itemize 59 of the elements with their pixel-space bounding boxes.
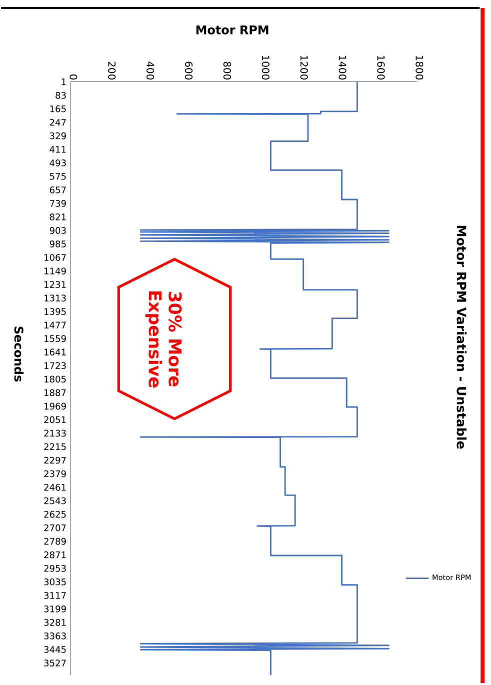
y-tick-label: 411 xyxy=(50,146,66,153)
y-tick-label: 1559 xyxy=(44,335,66,342)
x-tick-label: 800 xyxy=(224,62,232,80)
y-tick-label: 3117 xyxy=(44,592,66,599)
x-tick-label: 1000 xyxy=(262,56,270,80)
y-tick-label: 985 xyxy=(50,240,66,248)
y-tick-label: 2871 xyxy=(44,551,66,558)
y-tick-label: 2215 xyxy=(44,443,66,450)
x-tick-label: 1600 xyxy=(377,56,385,80)
y-tick-label: 2625 xyxy=(44,510,66,518)
y-tick-label: 2133 xyxy=(44,430,66,437)
y-tick-label: 1 xyxy=(62,78,66,86)
y-tick-label: 493 xyxy=(50,159,66,166)
y-tick-label: 1969 xyxy=(44,402,66,410)
y-tick-label: 1887 xyxy=(44,389,66,396)
x-tick-label: 1400 xyxy=(338,56,347,80)
y-tick-label: 1641 xyxy=(44,348,66,356)
x-tick-label: 1800 xyxy=(416,56,424,80)
y-tick-label: 575 xyxy=(50,173,66,180)
y-tick-label: 329 xyxy=(50,132,66,140)
y-tick-label: 2297 xyxy=(44,456,66,464)
y-tick-label: 1067 xyxy=(44,254,66,261)
y-tick-label: 1149 xyxy=(44,268,66,274)
y-tick-label: 83 xyxy=(56,92,66,99)
y-tick-label: 657 xyxy=(50,186,66,194)
y-tick-label: 2789 xyxy=(44,538,66,545)
y-tick-label: 3281 xyxy=(44,619,66,626)
y-tick-label: 2379 xyxy=(44,470,66,478)
y-axis-title: Seconds xyxy=(14,326,24,382)
x-tick-label: 400 xyxy=(146,62,154,80)
y-tick-label: 3363 xyxy=(44,632,66,640)
y-tick-label: 1477 xyxy=(44,322,66,328)
y-tick-label: 165 xyxy=(50,105,66,112)
y-tick-label: 1805 xyxy=(44,376,66,383)
y-tick-label: 903 xyxy=(50,227,66,234)
y-tick-label: 2707 xyxy=(44,524,66,532)
text: Motor RPM Variation - Unstable xyxy=(456,226,467,449)
y-tick-label: 3035 xyxy=(44,578,66,586)
annotation: 30% More Expensive xyxy=(146,291,182,388)
y-tick-label: 3199 xyxy=(44,606,66,612)
x-tick-label: 0 xyxy=(70,74,78,80)
y-tick-label: 3527 xyxy=(44,660,66,666)
y-tick-label: 247 xyxy=(50,118,66,126)
y-tick-label: 3445 xyxy=(44,646,66,653)
y-tick-label: 1313 xyxy=(44,294,66,302)
x-axis-title: Motor RPM xyxy=(196,25,268,34)
x-tick-label: 1200 xyxy=(300,56,308,80)
y-tick-label: 739 xyxy=(50,200,66,207)
y-tick-label: 821 xyxy=(50,214,66,220)
line-series xyxy=(140,81,390,676)
y-tick-label: 1723 xyxy=(44,362,66,370)
x-tick-label: 200 xyxy=(108,62,116,80)
x-tick-label: 600 xyxy=(185,62,193,80)
y-tick-label: 2461 xyxy=(44,484,66,491)
y-tick-label: 2051 xyxy=(44,416,66,424)
y-tick-label: 1231 xyxy=(44,281,66,288)
y-tick-label: 2953 xyxy=(44,564,66,572)
y-tick-label: 1395 xyxy=(44,308,66,315)
y-tick-label: 2543 xyxy=(44,497,66,504)
